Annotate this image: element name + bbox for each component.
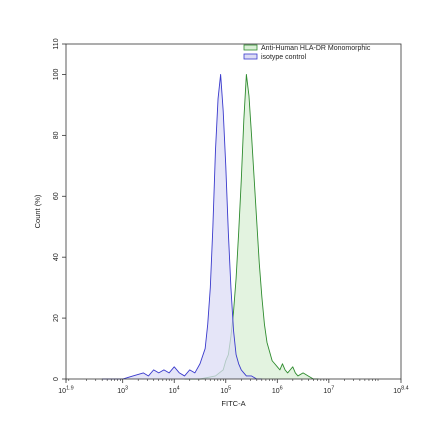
y-axis: 0 20 40 60 80 100 110	[53, 38, 66, 381]
y-tick-label: 0	[53, 377, 60, 381]
x-tick-label: 105	[220, 386, 231, 396]
y-tick-label: 80	[53, 131, 60, 139]
x-tick-label: 103	[117, 386, 128, 396]
series-line-1	[102, 74, 262, 380]
y-tick-label: 40	[53, 253, 60, 261]
series-area-1	[102, 74, 262, 379]
x-axis: 101.9 103 104 105 106 107 108.4	[58, 379, 409, 396]
y-tick-label: 60	[53, 192, 60, 200]
legend: Anti-Human HLA-DR Monomorphic isotype con…	[243, 44, 371, 61]
x-tick-label: 101.9	[58, 386, 73, 396]
y-tick-label: 20	[53, 314, 60, 322]
y-tick-label: 110	[53, 38, 60, 49]
legend-swatch-0	[243, 44, 258, 51]
x-tick-label: 107	[323, 386, 334, 396]
legend-label-1: isotype control	[261, 54, 307, 61]
y-axis-label: Count (%)	[33, 194, 42, 228]
x-tick-label: 106	[272, 386, 283, 396]
x-tick-label: 108.4	[393, 386, 408, 396]
plot-area: 0 20 40 60 80 100 110 101.9 103 104 105 106 107 108.…	[53, 38, 409, 395]
x-tick-label: 104	[169, 386, 180, 396]
series-layer	[102, 74, 319, 380]
legend-swatch-1	[243, 53, 258, 60]
plot-frame	[65, 43, 402, 380]
series-area-0	[184, 74, 319, 379]
y-tick-label: 100	[53, 69, 60, 81]
x-axis-label: FITC-A	[221, 399, 245, 408]
legend-label-0: Anti-Human HLA-DR Monomorphic	[261, 45, 371, 52]
